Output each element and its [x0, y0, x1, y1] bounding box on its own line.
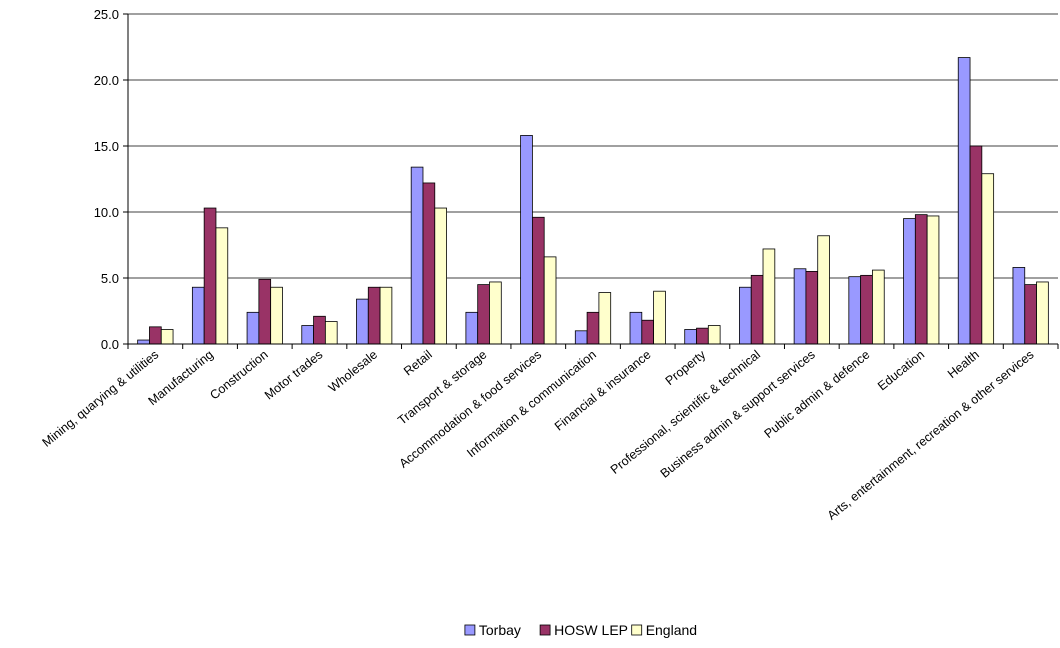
- bar-england: [981, 173, 995, 345]
- bar-hosw-lep: [149, 326, 162, 345]
- bar-hosw-lep: [203, 207, 217, 345]
- bar-torbay: [246, 311, 260, 345]
- bar-england: [270, 286, 283, 345]
- bar-england: [653, 290, 666, 345]
- bar-england: [707, 325, 721, 345]
- x-category-label: Transport & storage: [395, 347, 489, 427]
- bar-torbay: [793, 268, 807, 345]
- bar-england: [324, 321, 338, 345]
- bar-torbay: [739, 286, 752, 345]
- bar-torbay: [465, 311, 479, 345]
- bar-england: [215, 227, 229, 345]
- bar-england: [489, 281, 502, 345]
- bar-torbay: [957, 57, 971, 345]
- y-tick-label: 0.0: [101, 337, 119, 352]
- bar-hosw-lep: [586, 311, 600, 345]
- legend-label: England: [646, 622, 697, 638]
- bar-england: [1036, 281, 1049, 345]
- bar-torbay: [903, 218, 916, 345]
- bar-hosw-lep: [422, 182, 436, 345]
- legend-swatch: [539, 624, 551, 636]
- y-tick-label: 15.0: [94, 139, 119, 154]
- x-category-label: Education: [875, 347, 927, 393]
- x-category-label: Mining, quarying & utilities: [40, 347, 162, 449]
- y-tick-label: 5.0: [101, 271, 119, 286]
- legend-label: HOSW LEP: [554, 622, 628, 638]
- bar-torbay: [301, 325, 314, 345]
- bar-torbay: [629, 311, 643, 345]
- legend-swatch: [631, 624, 643, 636]
- bar-torbay: [137, 339, 150, 345]
- bar-hosw-lep: [531, 216, 545, 345]
- gridlines: [128, 13, 1058, 279]
- bar-hosw-lep: [1024, 284, 1037, 345]
- bar-hosw-lep: [477, 284, 490, 345]
- bar-hosw-lep: [805, 270, 819, 345]
- y-axis-ticks: 0.0 5.0 10.0 15.0 20.0 25.0: [94, 7, 128, 352]
- bar-hosw-lep: [258, 278, 272, 345]
- axes: [127, 14, 1059, 349]
- bar-hosw-lep: [750, 274, 764, 345]
- y-tick-label: 10.0: [94, 205, 119, 220]
- legend-label: Torbay: [479, 622, 521, 638]
- bar-england: [872, 269, 885, 345]
- bar-torbay: [410, 166, 424, 345]
- bar-england: [543, 256, 557, 345]
- bar-torbay: [520, 135, 533, 345]
- x-category-label: Health: [945, 347, 982, 381]
- bar-torbay: [848, 276, 862, 345]
- bar-hosw-lep: [367, 286, 381, 345]
- y-tick-label: 25.0: [94, 7, 119, 22]
- bar-torbay: [684, 329, 697, 345]
- x-category-label: Wholesale: [326, 347, 380, 395]
- bar-england: [762, 248, 776, 345]
- y-tick-label: 20.0: [94, 73, 119, 88]
- bar-england: [817, 235, 830, 345]
- x-axis-labels: Mining, quarying & utilitiesManufacturin…: [40, 347, 1037, 523]
- bar-torbay: [191, 286, 205, 345]
- bar-england: [926, 215, 940, 345]
- bar-england: [160, 329, 174, 345]
- bars: [137, 57, 1049, 345]
- x-category-label: Arts, entertainment, recreation & other …: [825, 347, 1037, 522]
- legend-swatch: [464, 624, 476, 636]
- legend: Torbay HOSW LEP England: [464, 622, 697, 638]
- bar-hosw-lep: [696, 327, 709, 345]
- x-category-label: Financial & insurance: [552, 347, 654, 433]
- bar-england: [379, 286, 393, 345]
- bar-hosw-lep: [969, 145, 983, 345]
- bar-torbay: [356, 298, 369, 345]
- bar-hosw-lep: [914, 214, 928, 345]
- bar-hosw-lep: [313, 315, 326, 345]
- bar-england: [598, 292, 612, 345]
- bar-torbay: [1012, 267, 1026, 345]
- x-category-label: Construction: [207, 347, 270, 402]
- x-category-label: Retail: [401, 347, 435, 378]
- x-category-label: Property: [663, 347, 709, 388]
- bar-england: [434, 207, 447, 345]
- bar-hosw-lep: [641, 319, 655, 345]
- bar-hosw-lep: [860, 274, 873, 345]
- x-category-label: Public admin & defence: [762, 347, 873, 441]
- x-category-label: Motor trades: [262, 347, 325, 402]
- bar-torbay: [574, 330, 588, 345]
